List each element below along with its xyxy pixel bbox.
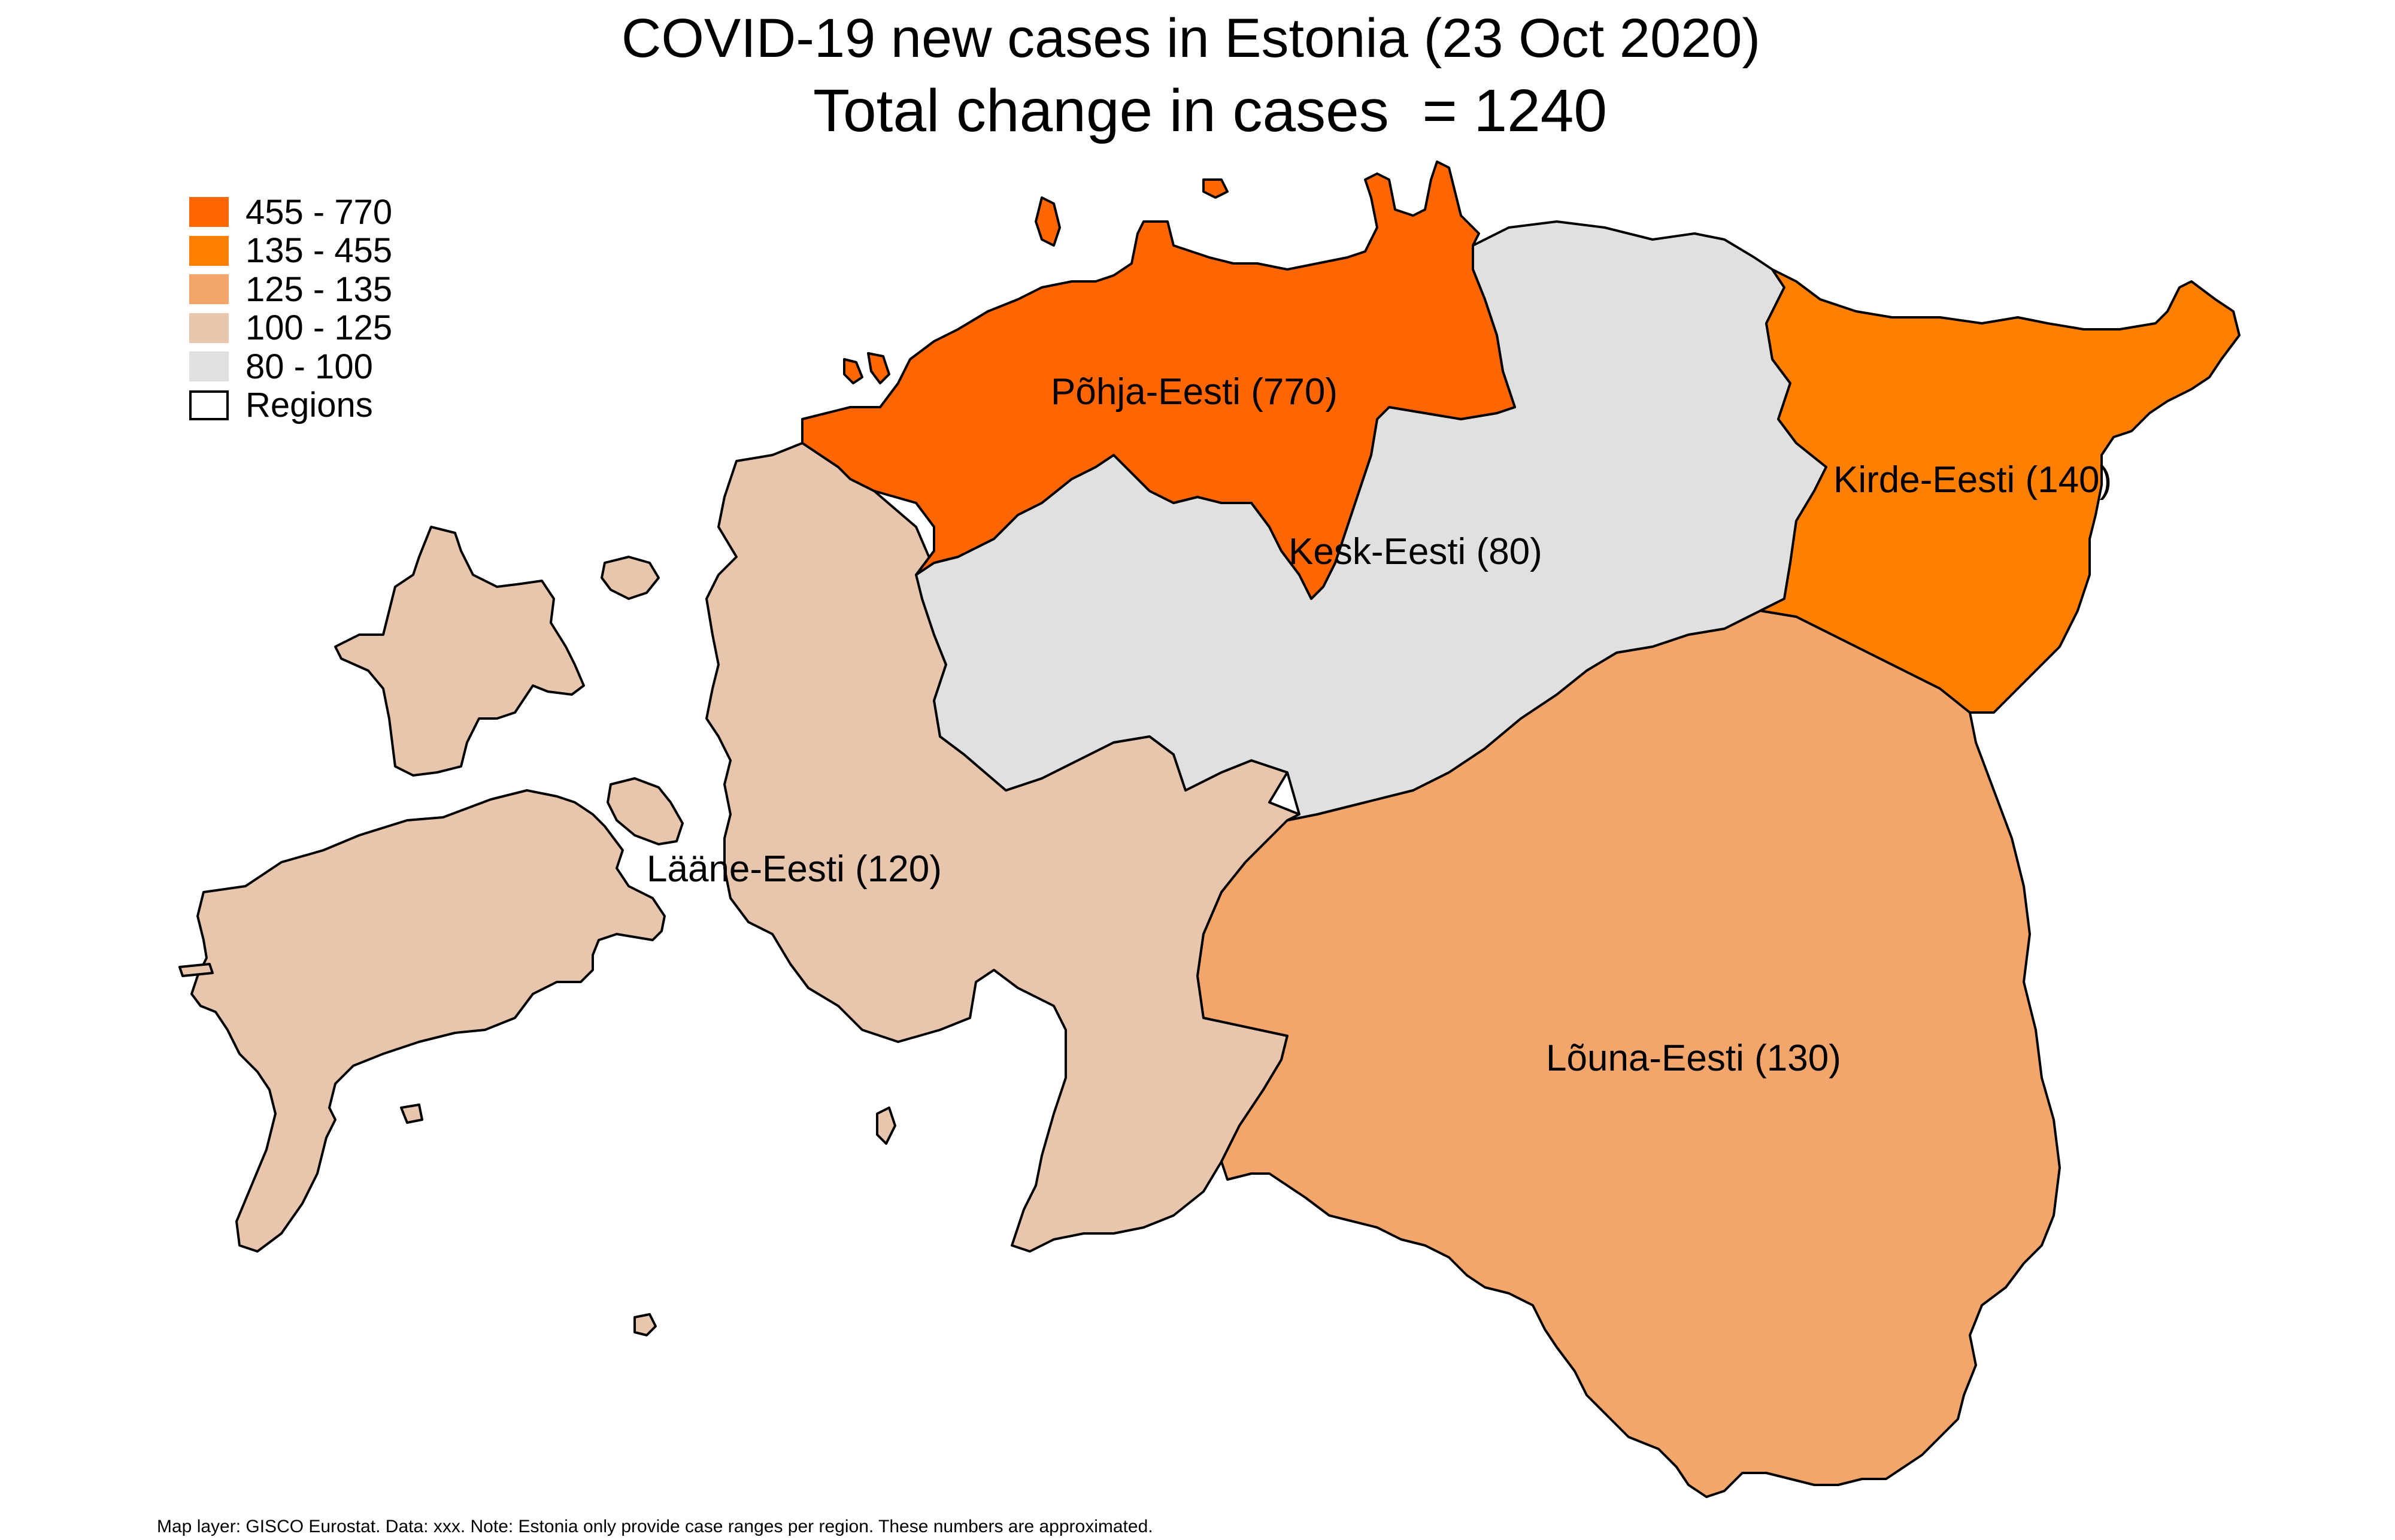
legend-swatch — [189, 274, 229, 305]
legend-swatch — [189, 313, 229, 343]
legend-label: 100 - 125 — [245, 308, 393, 348]
label-kirde-eesti: Kirde-Eesti (140) — [1833, 459, 2112, 501]
region-laane-eesti — [178, 442, 1300, 1336]
island-pohja-1 — [1035, 196, 1061, 247]
legend-swatch — [189, 235, 229, 266]
island-pohja-3 — [867, 352, 890, 384]
legend-item: Regions — [189, 386, 392, 425]
island-saaremaa — [190, 789, 666, 1253]
legend-swatch — [189, 197, 229, 228]
island-kihnu — [876, 1107, 896, 1145]
legend-item: 100 - 125 — [189, 308, 393, 348]
map-title: COVID-19 new cases in Estonia (23 Oct 20… — [621, 8, 1761, 69]
footnote: Map layer: GISCO Eurostat. Data: xxx. No… — [157, 1517, 1153, 1536]
legend-item: 80 - 100 — [189, 347, 392, 386]
legend-item: 125 - 135 — [189, 270, 392, 309]
island-ruhnu — [633, 1313, 657, 1336]
label-louna-eesti: Lõuna-Eesti (130) — [1546, 1038, 1841, 1079]
island-muhu — [607, 777, 684, 845]
region-pohja-eesti — [801, 160, 1516, 600]
island-hiiumaa — [334, 526, 585, 777]
legend-label: 125 - 135 — [245, 269, 393, 309]
island-pohja-2 — [843, 358, 863, 384]
legend-label: 135 - 455 — [245, 231, 393, 271]
legend-label: Regions — [245, 386, 373, 425]
legend-item: 135 - 455 — [189, 231, 393, 271]
legend-label: 455 - 770 — [245, 192, 393, 232]
map-legend: 455 - 770 135 - 455 125 - 135 100 - 125 … — [189, 193, 392, 425]
legend-item: 455 - 770 — [189, 193, 392, 232]
island-small-1 — [178, 963, 214, 977]
label-kesk-eesti: Kesk-Eesti (80) — [1289, 531, 1542, 572]
label-laane-eesti: Lääne-Eesti (120) — [647, 848, 942, 890]
map-subtitle: Total change in cases = 1240 — [813, 77, 1607, 144]
legend-label: 80 - 100 — [245, 347, 373, 386]
label-pohja-eesti: Põhja-Eesti (770) — [1051, 371, 1338, 413]
region-kirde-eesti — [1759, 268, 2241, 714]
legend-swatch — [189, 390, 229, 420]
mainland-pohja — [801, 160, 1516, 600]
island-pohja-4 — [1202, 178, 1229, 199]
legend-swatch — [189, 351, 229, 382]
island-vormsi — [601, 556, 660, 600]
island-small-2 — [400, 1104, 423, 1124]
